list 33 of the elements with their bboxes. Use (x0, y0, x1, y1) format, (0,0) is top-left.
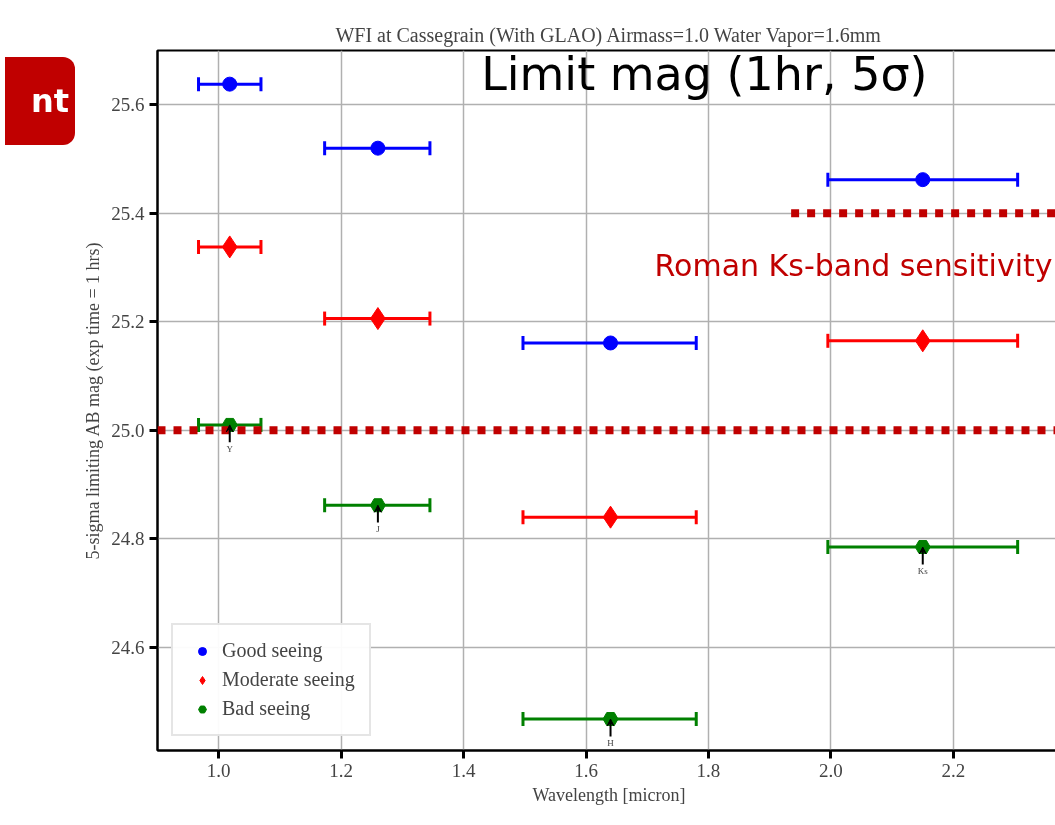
x-tick-label: 1.0 (206, 759, 231, 781)
point (370, 140, 386, 156)
point (915, 172, 931, 188)
x-tick-label: 1.8 (696, 759, 721, 781)
point (603, 335, 619, 351)
point (914, 329, 931, 353)
y-tick-label: 25.4 (111, 202, 145, 224)
x-tick-label: 1.4 (451, 759, 476, 781)
text: nt (30, 81, 69, 122)
y-tick-label: 25.6 (111, 94, 145, 116)
point (602, 505, 619, 529)
point (222, 76, 238, 92)
point (221, 235, 238, 259)
y-tick-label: 25.2 (111, 311, 145, 333)
y-axis-title: 5-sigma limiting AB mag (exp time = 1 hrs) (83, 242, 105, 560)
chart-title: WFI at Cassegrain (With GLAO) Airmass=1.0 Water Vapor=1.6mm (335, 23, 882, 47)
x-axis-title: Wavelength [micron] (532, 784, 686, 805)
y-tick-label: 24.8 (111, 528, 145, 550)
annotation: Ks (917, 566, 929, 577)
legend-label: Good seeing (222, 639, 323, 662)
annotation: J (376, 524, 381, 535)
x-tick-label: 1.2 (329, 759, 354, 781)
annotation: H (607, 738, 615, 749)
y-tick-label: 25.0 (111, 419, 145, 441)
x-tick-label: 1.6 (574, 759, 598, 781)
x-tick-label: 2.2 (941, 759, 966, 781)
legend-label: Bad seeing (222, 697, 311, 720)
series-label: Roman Ks-band sensitivity (654, 248, 1053, 284)
y-tick-label: 24.6 (111, 636, 145, 658)
legend-label: Moderate seeing (222, 668, 355, 691)
x-tick-label: 2.0 (819, 759, 843, 781)
annotation: Limit mag (1hr, 5σ) (481, 46, 928, 101)
annotation: Y (226, 443, 234, 454)
